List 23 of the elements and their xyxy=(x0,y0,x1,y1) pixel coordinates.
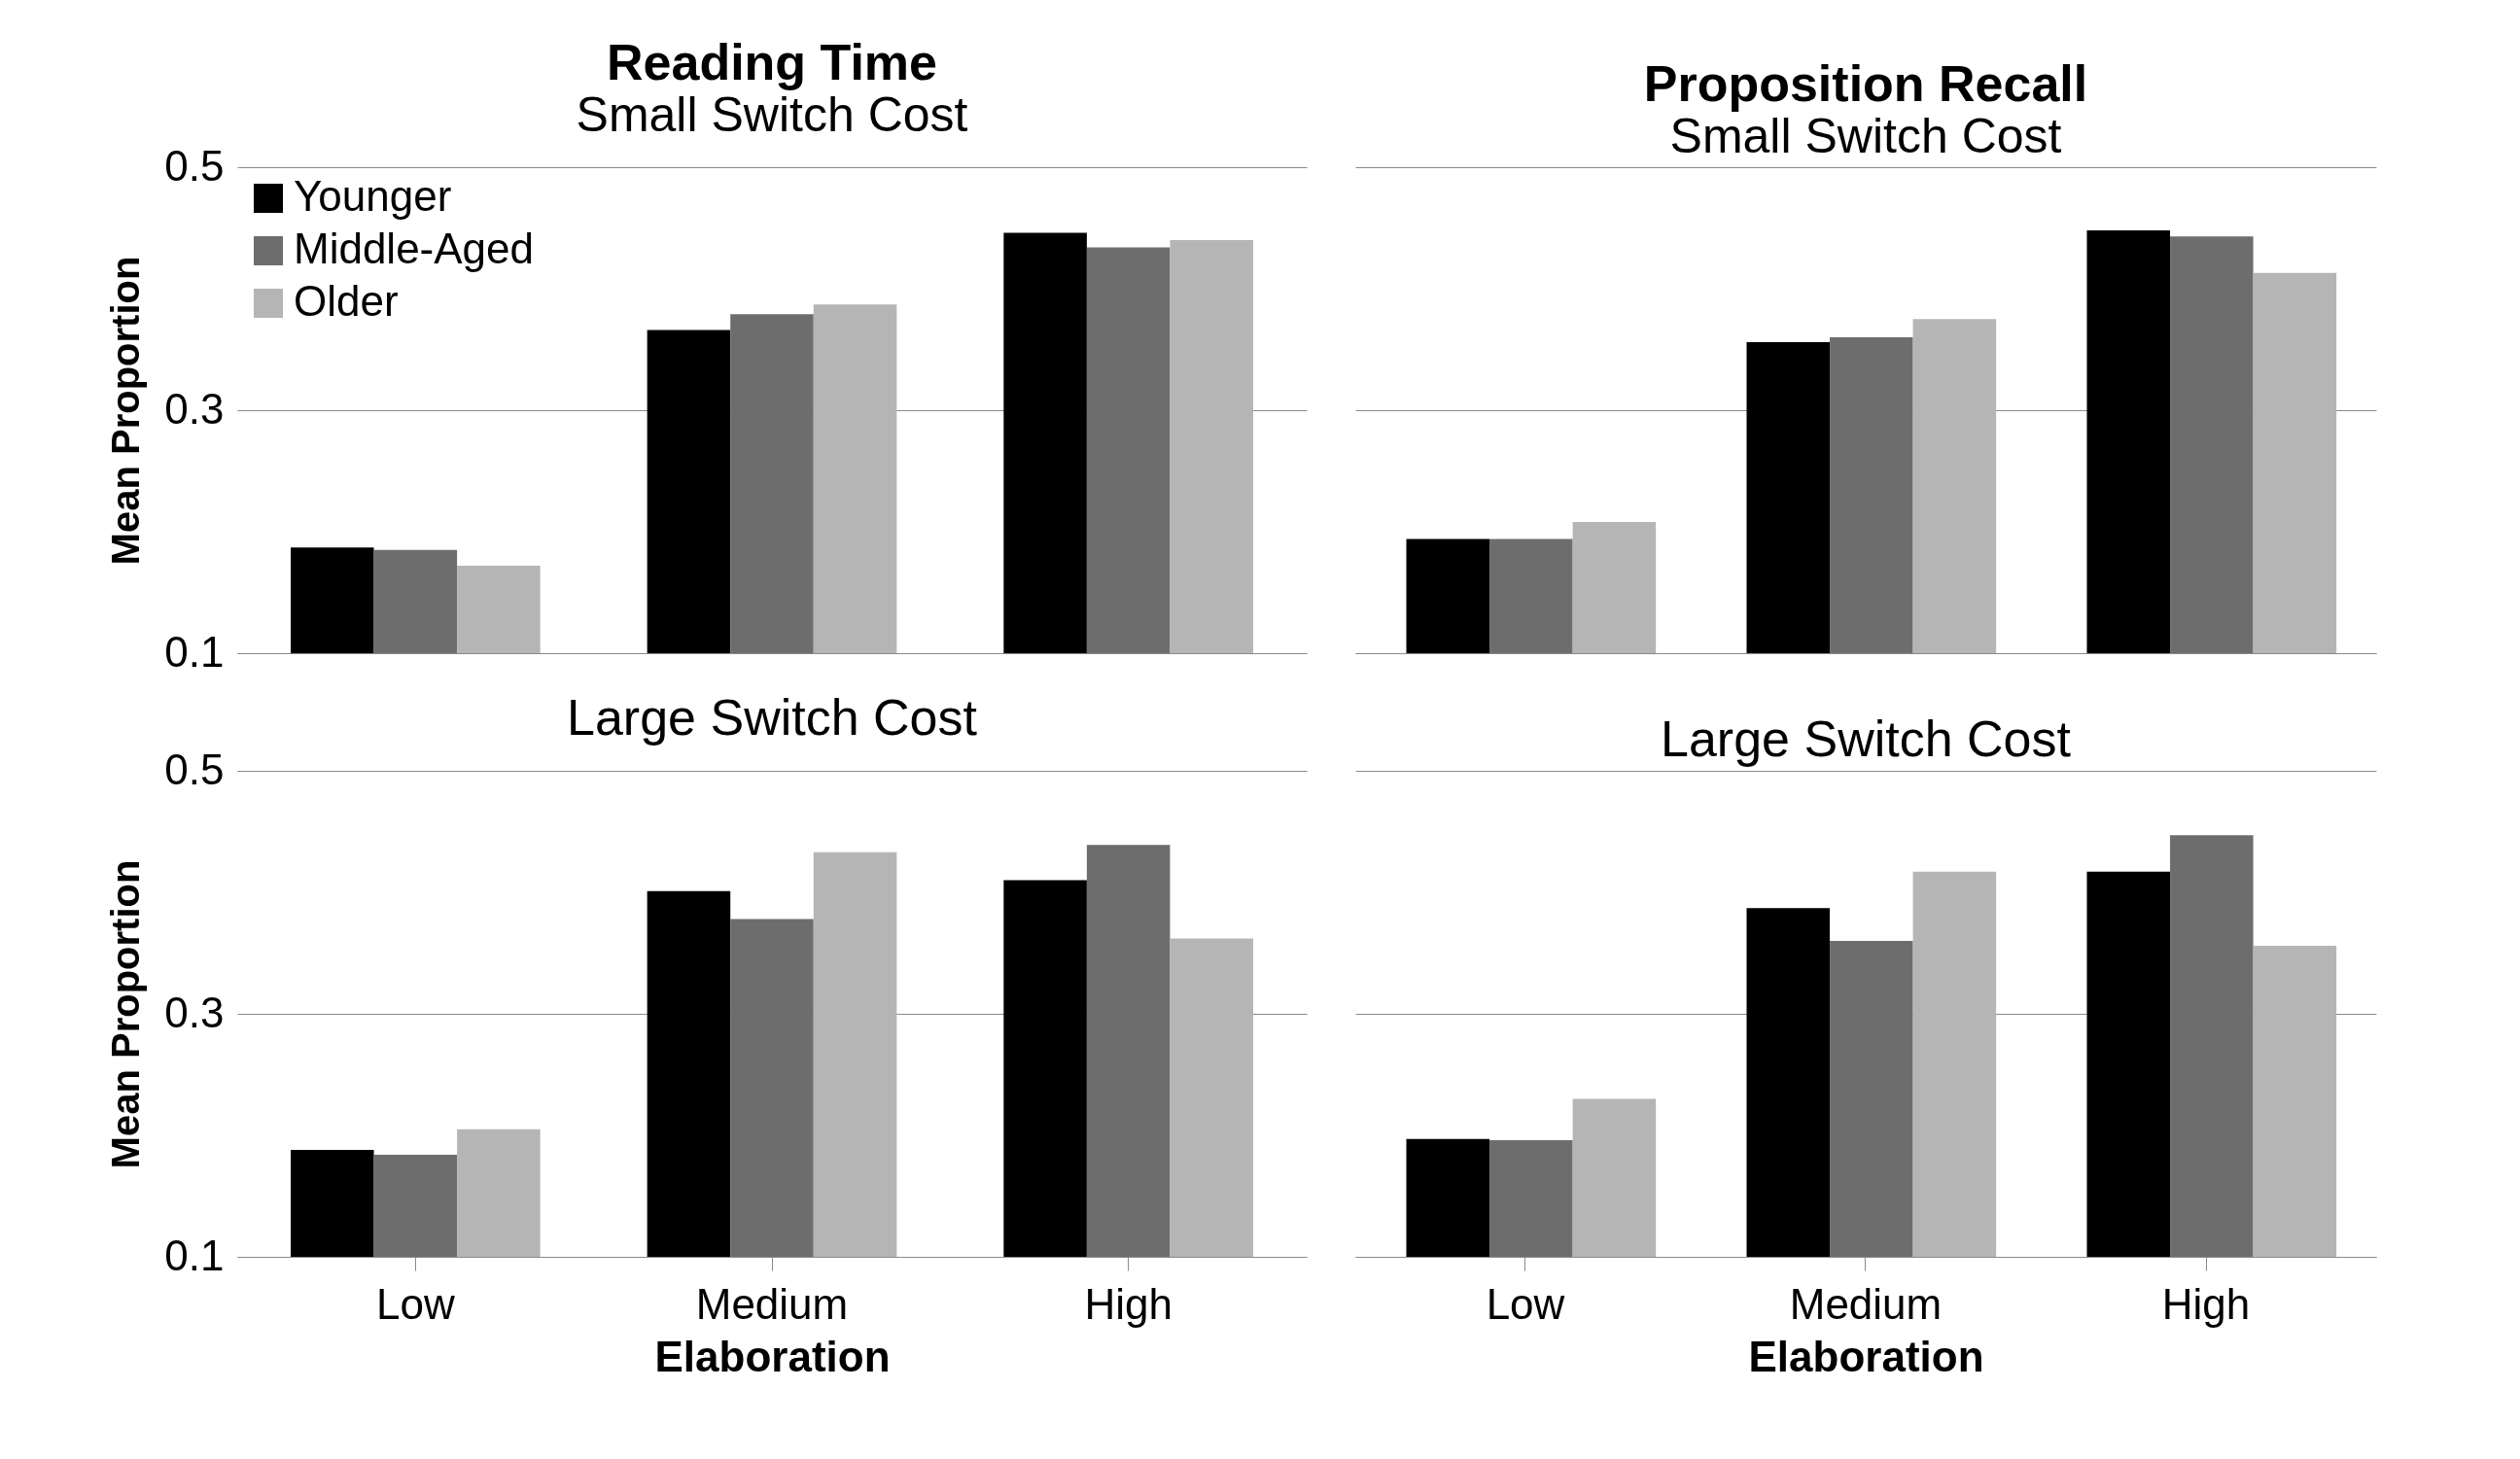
chart-title: Proposition Recall xyxy=(1643,55,2088,112)
y-tick-label: 0.1 xyxy=(164,627,225,676)
x-tick-label: Low xyxy=(375,1279,455,1328)
y-axis-title: Mean Proportion xyxy=(104,859,148,1169)
y-tick-label: 0.3 xyxy=(164,988,225,1036)
y-tick-label: 0.3 xyxy=(164,384,225,433)
legend-label: Younger xyxy=(294,172,452,220)
x-axis-title: Elaboration xyxy=(654,1332,891,1380)
x-tick-label: Low xyxy=(1486,1279,1565,1328)
legend-label: Middle-Aged xyxy=(294,225,535,272)
chart-title: Large Switch Cost xyxy=(1661,711,2072,767)
y-axis-title: Mean Proportion xyxy=(104,256,148,566)
x-tick-label: Medium xyxy=(1789,1279,1942,1328)
y-tick-label: 0.5 xyxy=(164,141,225,190)
x-tick-label: High xyxy=(1084,1279,1172,1328)
x-tick-label: High xyxy=(2161,1279,2251,1328)
x-axis-title: Elaboration xyxy=(1748,1332,1984,1380)
y-tick-label: 0.1 xyxy=(164,1231,225,1279)
x-tick-label: Medium xyxy=(695,1279,849,1328)
y-tick-label: 0.5 xyxy=(164,745,225,793)
chart-title: Large Switch Cost xyxy=(567,689,978,746)
legend-label: Older xyxy=(294,277,399,325)
chart-title: Reading Time xyxy=(606,34,938,90)
